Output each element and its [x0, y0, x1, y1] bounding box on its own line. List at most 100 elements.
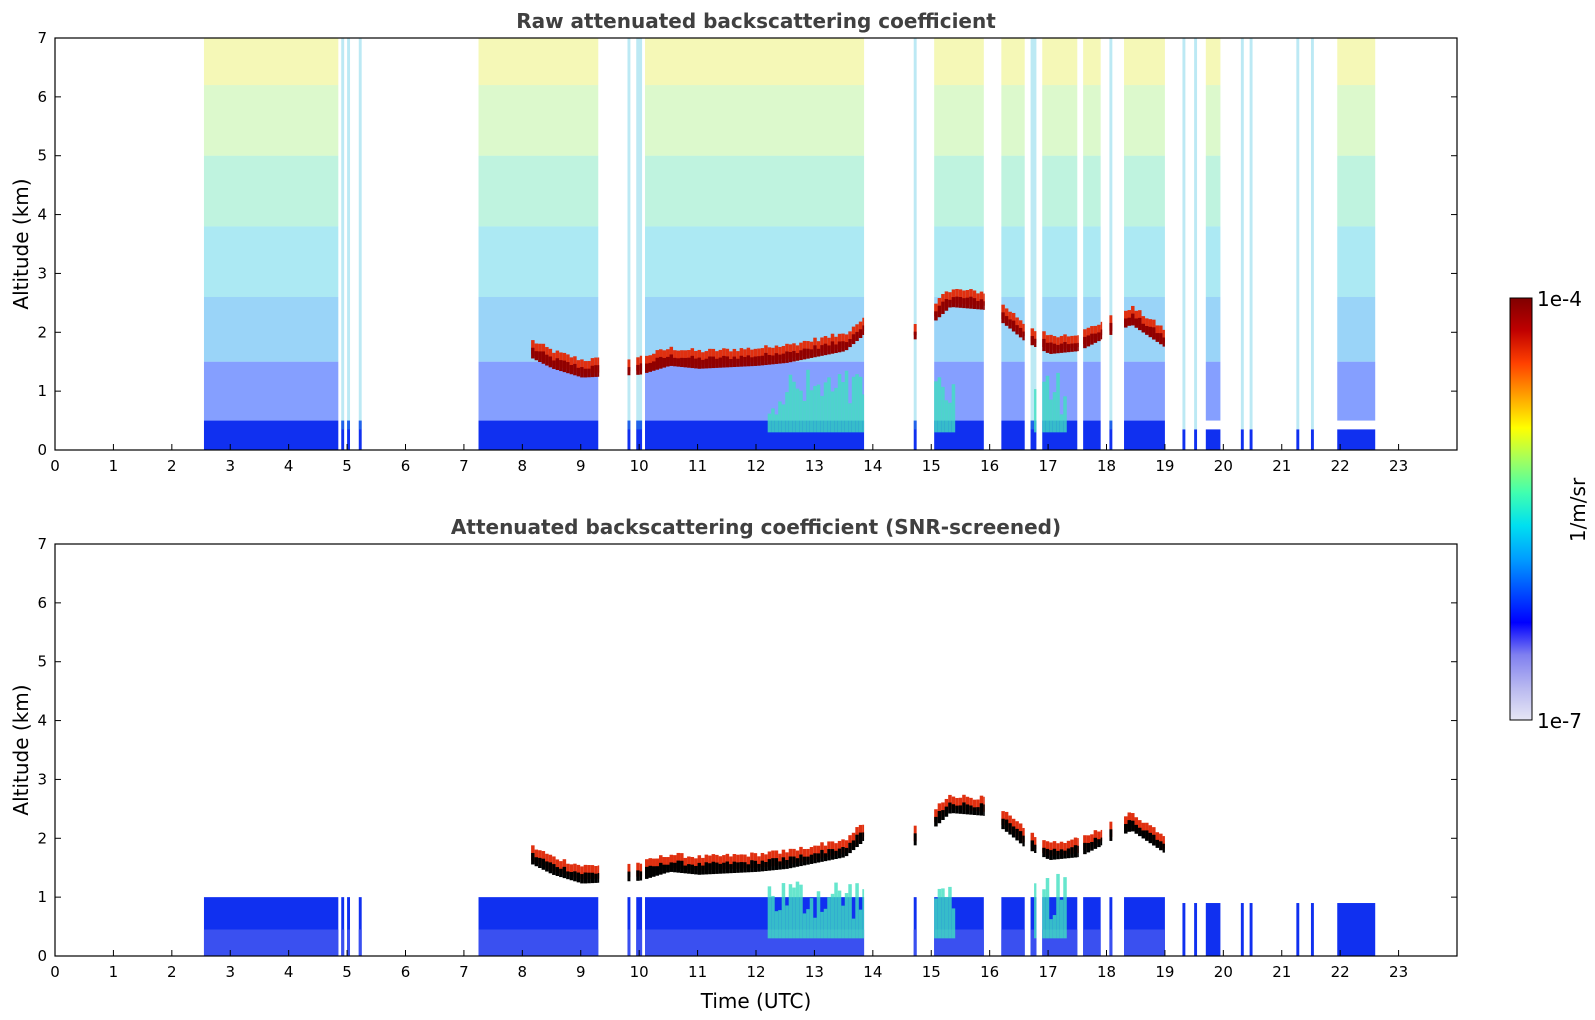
cloud-cell	[1159, 833, 1163, 847]
cloud-core	[799, 854, 803, 867]
surface-aerosol-band	[1182, 903, 1186, 956]
x-tick-label: 13	[805, 457, 824, 475]
cloud-cell	[552, 352, 556, 365]
x-tick-label: 6	[401, 457, 411, 475]
cloud-cell	[725, 348, 730, 364]
sub-cloud-plume	[774, 414, 779, 433]
cloud-core	[743, 356, 747, 367]
cloud-core	[627, 871, 631, 882]
cloud-cell	[951, 289, 956, 304]
noise-layer	[203, 155, 339, 227]
cloud-core	[1073, 343, 1078, 352]
surface-aerosol-band	[1337, 429, 1376, 450]
sub-cloud-plume	[809, 898, 814, 939]
cloud-cell	[813, 845, 817, 860]
cloud-core	[597, 365, 600, 377]
sub-cloud-plume	[934, 381, 938, 433]
cloud-cell	[1034, 837, 1037, 849]
cloud-core	[1090, 841, 1094, 851]
cloud-cell	[965, 796, 970, 811]
cloud-core	[816, 348, 821, 357]
x-tick-label: 9	[576, 963, 586, 981]
sub-cloud-plume	[855, 374, 859, 433]
cloud-core	[781, 353, 786, 364]
cloud-core	[711, 356, 716, 369]
cloud-cell	[753, 348, 758, 362]
cloud-core	[1066, 848, 1071, 859]
x-tick-label: 17	[1039, 457, 1058, 475]
cloud-cell	[1022, 323, 1025, 337]
cloud-cell	[739, 854, 744, 869]
cloud-cell	[711, 348, 716, 364]
cloud-cell	[639, 355, 643, 371]
cloud-core	[788, 351, 793, 363]
cloud-core	[541, 858, 546, 870]
cloud-cell	[764, 854, 768, 867]
cloud-core	[806, 348, 810, 359]
cloud-cell	[566, 863, 570, 876]
sub-cloud-plume	[941, 386, 945, 433]
cloud-cell	[1083, 835, 1087, 851]
cloud-cell	[594, 865, 598, 879]
sub-cloud-plume	[820, 911, 824, 939]
sub-cloud-plume	[820, 395, 824, 433]
cloud-core	[785, 351, 789, 363]
cloud-cell	[580, 359, 584, 374]
cloud-cell	[1109, 821, 1113, 837]
cloud-core	[913, 833, 917, 846]
cloud-core	[816, 853, 821, 863]
cloud-cell	[820, 337, 824, 352]
surface-aerosol-band	[203, 420, 339, 450]
noise-strip	[1249, 38, 1253, 430]
cloud-core	[827, 849, 831, 861]
cloud-core	[694, 358, 698, 369]
cloud-cell	[687, 350, 691, 364]
noise-layer	[934, 155, 984, 227]
cloud-cell	[1077, 838, 1079, 853]
cloud-core	[965, 804, 970, 815]
bottom-heatmap-plot	[203, 794, 1376, 956]
cloud-core	[983, 301, 985, 310]
cloud-core	[587, 872, 591, 884]
sub-cloud-plume	[837, 890, 842, 939]
cloud-core	[937, 811, 942, 824]
cloud-core	[1073, 845, 1078, 858]
cloud-cell	[792, 848, 796, 864]
cloud-core	[1063, 850, 1067, 859]
cloud-core	[711, 861, 716, 875]
cloud-core	[792, 350, 796, 362]
cloud-cell	[937, 298, 942, 314]
surface-aerosol-band	[913, 897, 917, 956]
cloud-core	[851, 840, 856, 851]
cloud-core	[753, 356, 758, 366]
cloud-core	[1152, 834, 1156, 846]
cloud-cell	[1049, 334, 1053, 350]
top-chart-title: Raw attenuated backscattering coefficien…	[516, 9, 996, 33]
cloud-core	[541, 351, 546, 364]
cloud-cell	[729, 856, 733, 870]
sub-cloud-plume	[1042, 381, 1046, 433]
cloud-core	[652, 866, 656, 877]
cloud-core	[1077, 342, 1079, 352]
cloud-cell	[590, 358, 595, 373]
cloud-core	[1001, 312, 1005, 324]
x-tick-label: 2	[167, 963, 177, 981]
x-tick-label: 8	[518, 457, 528, 475]
cloud-cell	[746, 347, 751, 363]
cloud-core	[1131, 313, 1135, 326]
cloud-core	[680, 860, 684, 874]
sub-cloud-plume	[1034, 883, 1037, 939]
cloud-core	[636, 870, 640, 881]
sub-cloud-plume	[792, 381, 796, 433]
cloud-core	[1030, 336, 1035, 346]
cloud-cell	[1073, 335, 1078, 348]
cloud-cell	[715, 351, 719, 364]
cloud-core	[1127, 317, 1132, 326]
x-tick-label: 20	[1214, 457, 1233, 475]
cloud-core	[1018, 831, 1023, 844]
cloud-cell	[841, 839, 845, 854]
surface-aerosol-band	[1249, 903, 1253, 956]
cloud-cell	[834, 336, 838, 349]
cloud-core	[855, 834, 859, 848]
cloud-core	[636, 364, 640, 375]
